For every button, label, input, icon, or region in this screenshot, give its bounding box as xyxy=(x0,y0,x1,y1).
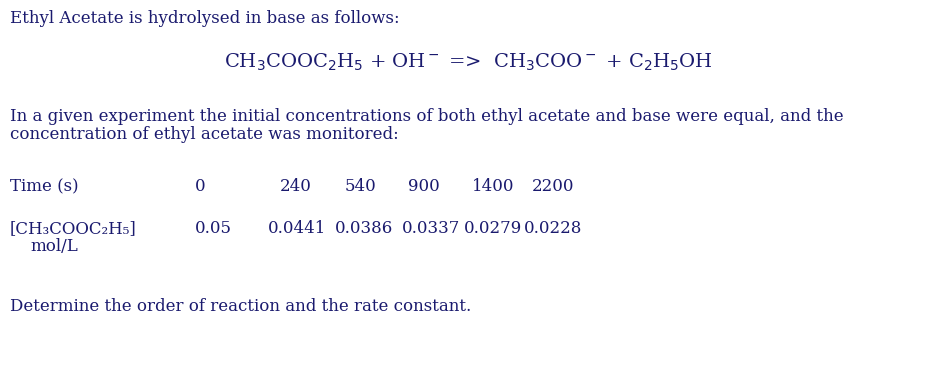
Text: 0.0337: 0.0337 xyxy=(402,220,461,237)
Text: Ethyl Acetate is hydrolysed in base as follows:: Ethyl Acetate is hydrolysed in base as f… xyxy=(10,10,400,27)
Text: Time (s): Time (s) xyxy=(10,178,79,195)
Text: 0.0441: 0.0441 xyxy=(268,220,327,237)
Text: 900: 900 xyxy=(408,178,440,195)
Text: 0.0228: 0.0228 xyxy=(524,220,582,237)
Text: 240: 240 xyxy=(280,178,312,195)
Text: 0.0279: 0.0279 xyxy=(464,220,522,237)
Text: 0.05: 0.05 xyxy=(195,220,232,237)
Text: CH$_3$COOC$_2$H$_5$ + OH$^-$ =>  CH$_3$COO$^-$ + C$_2$H$_5$OH: CH$_3$COOC$_2$H$_5$ + OH$^-$ => CH$_3$CO… xyxy=(224,52,712,73)
Text: In a given experiment the initial concentrations of both ethyl acetate and base : In a given experiment the initial concen… xyxy=(10,108,843,125)
Text: Determine the order of reaction and the rate constant.: Determine the order of reaction and the … xyxy=(10,298,471,315)
Text: [CH₃COOC₂H₅]: [CH₃COOC₂H₅] xyxy=(10,220,137,237)
Text: 2200: 2200 xyxy=(532,178,575,195)
Text: 0: 0 xyxy=(195,178,206,195)
Text: concentration of ethyl acetate was monitored:: concentration of ethyl acetate was monit… xyxy=(10,126,399,143)
Text: 540: 540 xyxy=(345,178,377,195)
Text: mol/L: mol/L xyxy=(30,238,78,255)
Text: 0.0386: 0.0386 xyxy=(335,220,393,237)
Text: 1400: 1400 xyxy=(472,178,515,195)
